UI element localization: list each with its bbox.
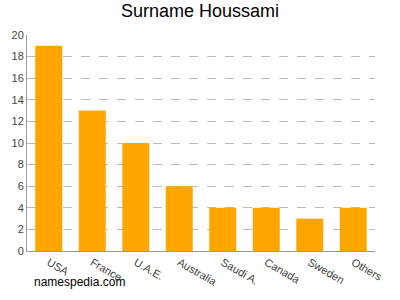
svg-text:16: 16 bbox=[12, 72, 24, 84]
svg-text:14: 14 bbox=[12, 94, 24, 106]
svg-text:8: 8 bbox=[18, 158, 24, 170]
svg-text:Canada: Canada bbox=[263, 256, 303, 286]
svg-text:18: 18 bbox=[12, 50, 24, 62]
svg-text:4: 4 bbox=[18, 202, 24, 214]
svg-text:France: France bbox=[89, 256, 125, 284]
svg-text:6: 6 bbox=[18, 180, 24, 192]
svg-text:20: 20 bbox=[12, 29, 24, 41]
svg-text:U.A.E.: U.A.E. bbox=[132, 256, 166, 282]
svg-text:0: 0 bbox=[18, 245, 24, 257]
svg-text:namespedia.com: namespedia.com bbox=[34, 275, 125, 289]
svg-text:12: 12 bbox=[12, 115, 24, 127]
svg-text:Australia: Australia bbox=[176, 256, 220, 288]
svg-text:2: 2 bbox=[18, 223, 24, 235]
svg-text:Sweden: Sweden bbox=[306, 256, 346, 286]
svg-text:Surname Houssami: Surname Houssami bbox=[121, 1, 279, 21]
svg-text:USA: USA bbox=[45, 256, 71, 278]
svg-text:Others: Others bbox=[350, 256, 385, 283]
svg-text:10: 10 bbox=[12, 137, 24, 149]
svg-text:Saudi A.: Saudi A. bbox=[219, 256, 260, 287]
